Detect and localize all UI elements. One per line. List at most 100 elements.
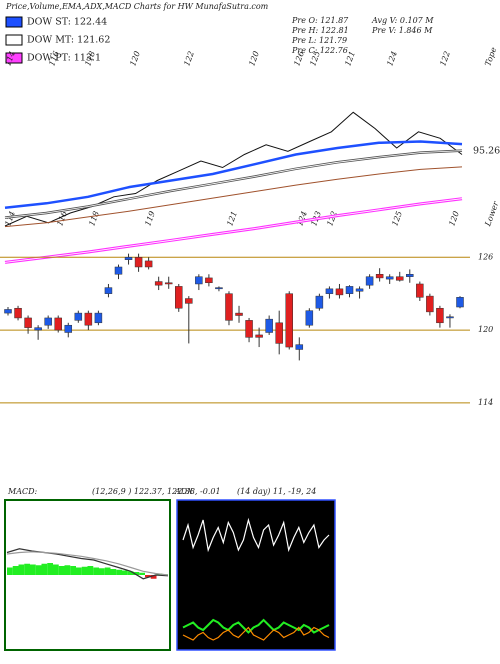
price-label: 122: [438, 50, 452, 67]
price-label: 120: [247, 50, 261, 67]
y-tick-label: 126: [478, 252, 493, 261]
series-line: [4, 140, 463, 210]
candle-body: [275, 322, 283, 344]
price-label: 124: [385, 50, 399, 67]
series-line: [182, 626, 330, 641]
series-line: [6, 548, 169, 580]
candle-body: [104, 287, 113, 294]
candle-body: [185, 298, 193, 304]
candle-body: [406, 274, 414, 277]
series-line: [182, 618, 330, 634]
price-label: 120: [447, 210, 461, 227]
candle-body: [24, 317, 32, 328]
panel-label: ADX: [174, 487, 193, 496]
info-text: Pre V: 1.846 M: [371, 26, 433, 35]
y-tick-label: 114: [478, 398, 493, 407]
candle-body: [74, 312, 83, 321]
candle-body: [456, 297, 464, 308]
candle-body: [235, 312, 243, 316]
candle-body: [64, 324, 73, 333]
histogram-bar: [139, 572, 145, 575]
candle-body: [225, 293, 233, 321]
candle-body: [94, 312, 103, 324]
histogram-bar: [47, 563, 53, 575]
price-label: 120: [128, 50, 142, 67]
candle-body: [4, 309, 12, 314]
page-title: Price,Volume,EMA,ADX,MACD Charts for HW …: [5, 2, 269, 11]
histogram-bar: [122, 570, 128, 575]
histogram-bar: [133, 572, 140, 575]
candle-body: [285, 293, 293, 348]
candle-body: [164, 282, 173, 285]
histogram-bar: [150, 575, 157, 579]
candle-body: [144, 260, 153, 268]
legend-label: DOW PT: 113.1: [27, 53, 101, 64]
candle-body: [426, 295, 434, 313]
candle-body: [34, 327, 42, 331]
histogram-bar: [76, 567, 82, 575]
y-tick-label: 120: [478, 325, 493, 334]
histogram-bar: [64, 565, 71, 575]
histogram-bar: [41, 563, 48, 575]
price-label: 121: [225, 210, 239, 227]
histogram-bar: [127, 571, 134, 575]
histogram-bar: [104, 567, 111, 575]
candle-body: [205, 277, 213, 284]
histogram-bar: [70, 566, 76, 575]
candle-body: [195, 276, 203, 285]
histogram-bar: [12, 566, 19, 575]
info-text: Pre O: 121.87: [291, 16, 349, 25]
price-label: 124: [295, 210, 309, 227]
price-label: 122: [182, 50, 196, 67]
candle-body: [385, 276, 394, 280]
candle-body: [44, 317, 52, 326]
candle-body: [355, 288, 364, 292]
histogram-bar: [53, 564, 59, 575]
candle-body: [124, 257, 133, 260]
histogram-bar: [18, 564, 25, 575]
candle-body: [305, 310, 314, 326]
candle-body: [215, 287, 223, 290]
candle-body: [14, 307, 22, 319]
candle-body: [375, 274, 384, 279]
histogram-bar: [87, 566, 94, 575]
series-line: [182, 517, 330, 553]
series-line: [6, 551, 169, 576]
candle-body: [54, 317, 62, 331]
panel-label: MACD:: [7, 487, 38, 496]
histogram-bar: [116, 569, 122, 575]
legend-swatch: [5, 52, 23, 64]
histogram-bar: [93, 567, 99, 575]
histogram-bar: [81, 566, 88, 575]
histogram-bar: [35, 565, 42, 575]
price-label: 125: [390, 210, 404, 227]
price-label: 119: [143, 210, 157, 227]
legend-swatch: [5, 34, 23, 46]
panel-params: (12,26,9 ) 122.37, 122.38, -0.01: [92, 487, 221, 496]
candle-body: [325, 288, 334, 294]
series-line: [4, 111, 463, 227]
candle-body: [114, 266, 123, 275]
info-text: Pre L: 121.79: [291, 36, 347, 45]
panel-params: (14 day) 11, -19, 24: [237, 487, 316, 496]
annotation: 95.26: [473, 146, 500, 157]
histogram-bar: [99, 568, 105, 575]
histogram-bar: [58, 566, 65, 575]
candle-body: [315, 295, 324, 309]
candle-body: [335, 288, 344, 296]
candle-body: [134, 257, 143, 268]
legend-swatch: [5, 16, 23, 28]
info-text: Avg V: 0.107 M: [371, 16, 434, 25]
histogram-bar: [24, 563, 30, 575]
histogram-bar: [145, 575, 151, 578]
histogram-bar: [7, 567, 13, 575]
candle-body: [416, 283, 424, 298]
price-label: Tope: [483, 46, 498, 68]
histogram-bar: [110, 569, 117, 575]
candle-body: [245, 320, 253, 338]
candle-body: [446, 316, 454, 319]
candle-body: [436, 307, 444, 324]
candle-body: [154, 281, 163, 286]
candle-body: [265, 318, 273, 333]
